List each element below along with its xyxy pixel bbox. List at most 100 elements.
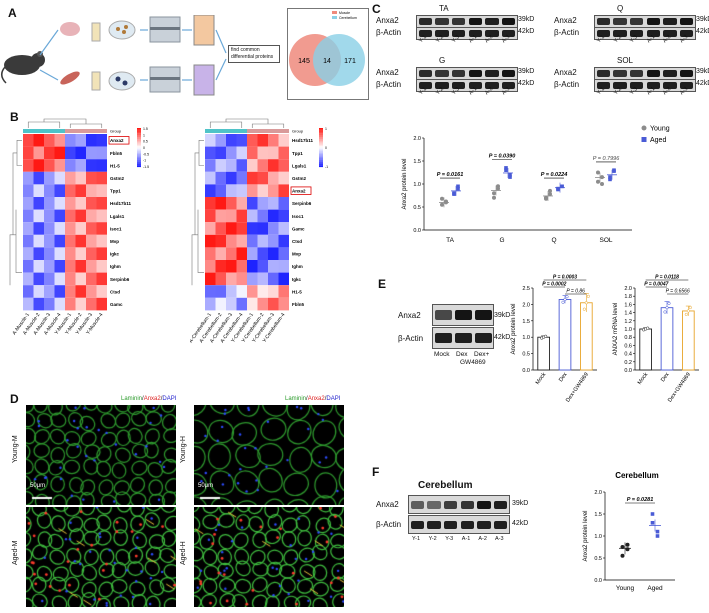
- heatmap-cell: [215, 209, 226, 223]
- blot-title: Q: [617, 4, 624, 13]
- heatmap-cell: [86, 197, 97, 210]
- heatmap-cell: [215, 285, 226, 298]
- heatmap-cell: [278, 297, 289, 311]
- data-point: [582, 307, 586, 311]
- data-point-young: [625, 542, 630, 547]
- heatmap-cell: [54, 197, 65, 210]
- data-point: [584, 301, 588, 305]
- color-scale: [137, 143, 141, 145]
- heatmap-cell: [226, 184, 237, 197]
- blot-strip: [408, 495, 510, 514]
- heatmap-cell: [23, 134, 34, 147]
- heatmap-cell: [247, 171, 258, 185]
- stain-anxa2: Anxa2: [307, 396, 325, 402]
- data-point-aged: [612, 168, 616, 172]
- heatmap-cell: [257, 247, 268, 260]
- data-point: [565, 295, 569, 299]
- y-tick-label: 0.4: [624, 352, 632, 358]
- heatmap-cell: [54, 134, 65, 147]
- heatmap-cell: [226, 159, 237, 172]
- blot-band: [501, 70, 516, 77]
- heatmap-cell: [23, 260, 34, 273]
- heatmap-cell: [44, 272, 55, 286]
- group-bar-cell: [86, 129, 97, 133]
- y-tick-label: 2.0: [594, 490, 602, 496]
- heatmap-row-label: Lgals1: [110, 214, 125, 219]
- scale-tick-label: -1: [143, 159, 146, 163]
- y-axis-label: ANXA2 mRNA level: [613, 303, 619, 356]
- heatmap-cell: [44, 222, 55, 235]
- heatmap-cell: [65, 297, 76, 311]
- y-tick-label: 0.6: [624, 343, 632, 349]
- data-point-aged: [655, 529, 660, 534]
- mouse-icon: [1, 51, 45, 84]
- group-bar-cell: [65, 129, 76, 133]
- group-bar-cell: [75, 129, 86, 133]
- blot-band: [451, 70, 466, 77]
- blot-band: [477, 520, 491, 529]
- blot-band: [485, 18, 499, 25]
- y-tick-label: 1.4: [624, 311, 632, 317]
- heatmap-cell: [278, 146, 289, 160]
- heatmap-cell: [205, 184, 216, 197]
- heatmap-thumbnail-icon: [193, 15, 215, 46]
- data-point: [563, 297, 567, 302]
- color-scale: [319, 130, 323, 132]
- heatmap-cell: [65, 159, 76, 172]
- heatmap-cell: [86, 146, 97, 160]
- y-tick-label: 0.5: [594, 556, 602, 562]
- heatmap-cell: [226, 146, 237, 160]
- blot-band: [418, 70, 433, 77]
- heatmap-cell: [86, 297, 97, 311]
- heatmap-cell: [215, 297, 226, 311]
- heatmap-cell: [23, 247, 34, 260]
- data-point-aged: [456, 184, 460, 189]
- stain-label-right: Laminin/Anxa2/DAPI: [285, 396, 340, 402]
- color-scale: [319, 128, 323, 130]
- heatmap-cell: [268, 209, 279, 223]
- heatmap-cell: [33, 260, 44, 273]
- y-tick-label: 0.0: [413, 228, 421, 234]
- heatmap-cell: [236, 297, 247, 311]
- color-scale: [319, 144, 323, 147]
- heatmap-row-label: Fbln5: [292, 302, 304, 307]
- heatmap-row-label: Igkc: [292, 277, 302, 282]
- heatmap-cerebellum: Group Hsd17b11 Tpp1 Lgals1 Gstm2 Anxa2 Serpinb…: [190, 118, 328, 344]
- heatmap-cell: [236, 134, 247, 147]
- heatmap-cell: [205, 171, 216, 185]
- scale-tick-label: 0: [325, 146, 327, 150]
- heatmap-cell: [75, 234, 86, 248]
- color-scale: [319, 156, 323, 158]
- heatmap-cell: [247, 272, 258, 286]
- blot-band: [460, 500, 475, 509]
- heatmap-cell: [268, 134, 279, 147]
- heatmap-cell: [54, 234, 65, 248]
- heatmap-cell: [236, 260, 247, 273]
- data-point-young: [600, 175, 604, 180]
- heatmap-cell: [86, 260, 97, 273]
- color-scale: [319, 163, 323, 165]
- heatmap-cell: [215, 197, 226, 210]
- heatmap-cell: [54, 260, 65, 273]
- data-point-aged: [556, 187, 560, 192]
- lane-label: GW4869: [460, 359, 486, 366]
- heatmap-cell: [75, 285, 86, 298]
- y-tick-label: 0.5: [413, 205, 421, 211]
- blot-strip: [432, 327, 494, 349]
- color-scale: [137, 157, 141, 160]
- heatmap-cell: [33, 134, 44, 147]
- color-scale: [137, 135, 141, 138]
- heatmap-cell: [33, 171, 44, 185]
- blot-size-label: 39kD: [518, 68, 535, 75]
- heatmap-cell: [268, 159, 279, 172]
- heatmap-cell: [257, 297, 268, 311]
- stain-label-left: Laminin/Anxa2/DAPI: [121, 396, 176, 402]
- heatmap-row-label: Ctsd: [110, 289, 120, 294]
- y-tick-label: 0.0: [522, 368, 530, 374]
- p-value-label: P = 0.0224: [541, 172, 568, 178]
- data-point-aged: [456, 186, 460, 191]
- heatmap-cell: [86, 184, 97, 197]
- blot-row-label: Anxa2: [554, 16, 577, 25]
- heatmap-row-label: H1-5: [110, 163, 120, 168]
- data-point-aged: [650, 512, 655, 516]
